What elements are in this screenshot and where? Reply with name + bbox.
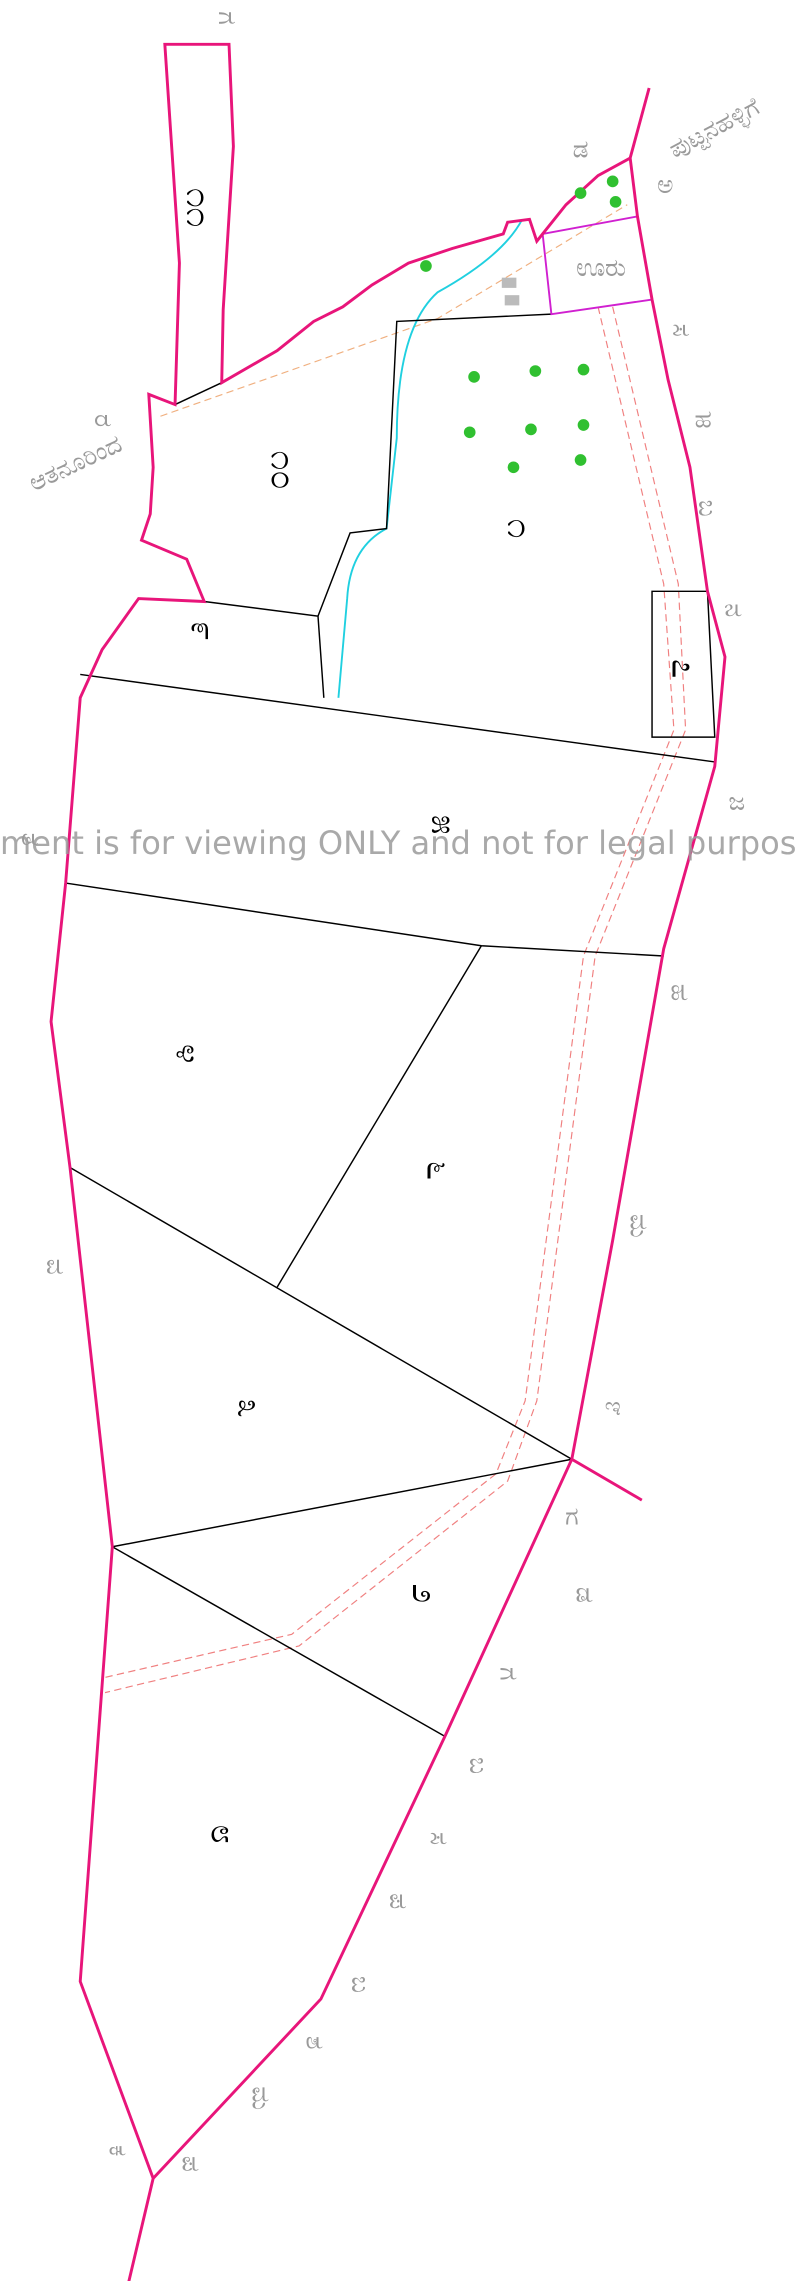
boundary-mark: ಅ — [657, 170, 673, 199]
boundary-mark: ಶ — [301, 2036, 330, 2050]
boundary-mark: ಕ — [104, 2145, 133, 2156]
boundary-mark: ವ — [41, 1259, 70, 1275]
parcel-label: ೪ — [168, 1044, 208, 1064]
parcel-label: ೨ — [404, 1584, 444, 1604]
boundary-mark: ಹ — [665, 984, 694, 1001]
outer-boundary — [51, 44, 725, 2281]
parcel-label: ೧ — [499, 519, 539, 539]
boundary-mark: ಗ — [213, 11, 242, 24]
boundary-mark: ನ — [719, 603, 748, 617]
boundary-mark: ರ — [89, 414, 118, 427]
boundary-mark: ಇ — [605, 1392, 621, 1421]
boundary-mark: ಬ — [693, 500, 722, 517]
watermark: ment is for viewing ONLY and not for leg… — [0, 824, 795, 862]
parcel-label: ೯ — [182, 621, 222, 641]
boundary-mark: ಗ — [495, 1667, 524, 1680]
parcel-label: ೭ — [664, 659, 704, 679]
boundary-mark: ಗ — [565, 1502, 578, 1531]
from-label: ಆತನೂರಿಂದ — [24, 429, 126, 497]
parcel-lines — [66, 314, 715, 1736]
parcel-label: ೩ — [229, 1398, 269, 1418]
boundary-mark: ಡ — [573, 135, 589, 164]
village-label: ಊರು — [576, 253, 626, 282]
toward-label: ಪುಟ್ಟನಹಳ್ಳಿಗೆ — [664, 92, 766, 166]
boundary-mark: ಹ — [695, 405, 712, 434]
boundary-mark: ತ — [16, 833, 45, 846]
boundary-mark: ಸ — [425, 1832, 454, 1845]
boundary-mark: ಮ — [624, 1214, 653, 1238]
boundary-mark: ಜ — [728, 787, 745, 816]
parcel-label: ೫ — [423, 815, 463, 835]
roads — [102, 205, 685, 1693]
parcel-label: ೬ — [419, 1161, 459, 1181]
boundary-mark: ಪ — [384, 1893, 413, 1909]
parcel-label: ೧೦ — [263, 451, 303, 490]
buildings — [502, 278, 520, 306]
parcel-label: ೧೧ — [178, 188, 218, 227]
boundary-mark: ಬ — [346, 1976, 375, 1993]
boundary-mark: ಪ — [177, 2156, 206, 2172]
page: {"watermark":"ment is for viewing ONLY a… — [0, 0, 795, 2281]
parcel-label: ೮ — [203, 1824, 243, 1844]
boundary-mark: ಬ — [464, 1757, 493, 1774]
map: ment is for viewing ONLY and not for leg… — [0, 0, 795, 2281]
boundary-mark: ಡ — [570, 1587, 599, 1603]
boundary-mark: ಸ — [667, 324, 696, 337]
parcel-labels: ೧೧ ೧೦ ೧ ೯ ೭ ೫ ೪ ೬ ೩ ೨ ೮ — [168, 188, 704, 1844]
boundary-mark: ಮ — [247, 2086, 276, 2110]
